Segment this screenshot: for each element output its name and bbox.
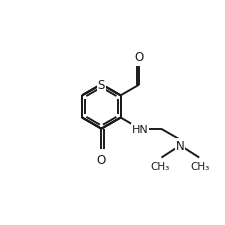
Text: S: S	[98, 78, 105, 91]
Text: CH₃: CH₃	[191, 161, 210, 171]
Text: O: O	[97, 153, 106, 166]
Text: O: O	[134, 50, 144, 63]
Text: N: N	[176, 139, 185, 152]
Text: HN: HN	[131, 124, 148, 134]
Text: CH₃: CH₃	[151, 161, 170, 171]
